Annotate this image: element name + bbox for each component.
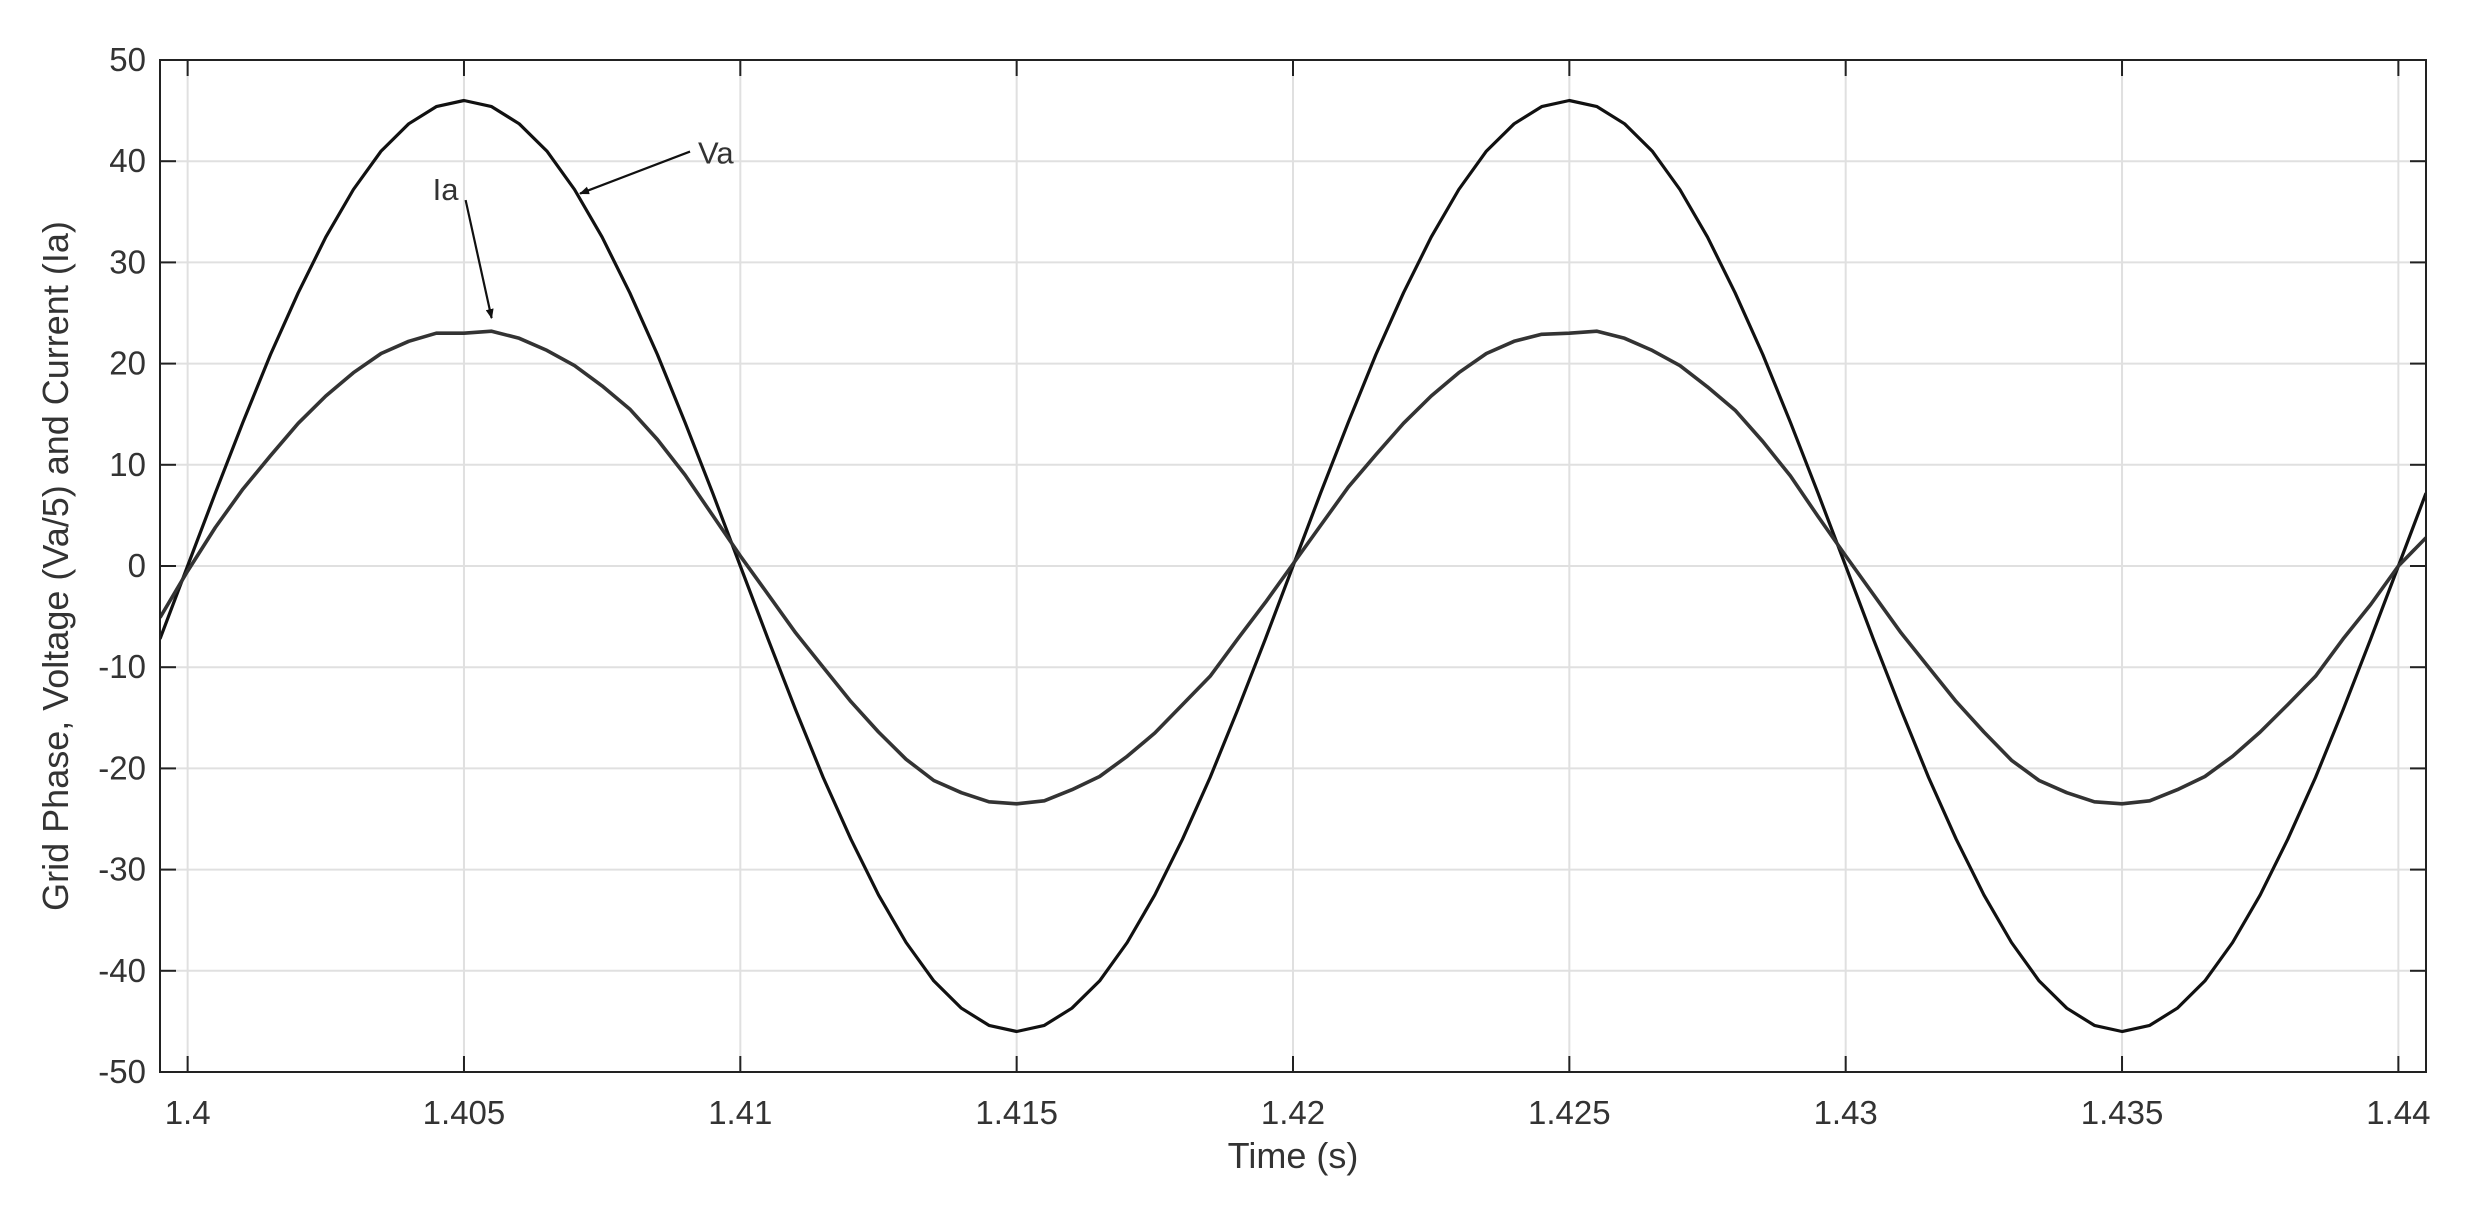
x-tick-labels: 1.4 1.405 1.41 1.415 1.42 1.425 1.43 1.435 1.44 — [165, 1094, 2431, 1131]
series-layer — [160, 98, 2426, 1034]
x-tick-label: 1.435 — [2081, 1094, 2164, 1131]
y-tick-label: 10 — [109, 446, 146, 483]
y-tick-label: -20 — [98, 749, 146, 786]
y-tick-label: 20 — [109, 345, 146, 382]
y-tick-label: -30 — [98, 851, 146, 888]
annotation-label-va: Va — [698, 136, 734, 171]
y-tick-label: -40 — [98, 952, 146, 989]
annotation-arrow-ia — [464, 199, 494, 320]
x-tick-label: 1.42 — [1261, 1094, 1325, 1131]
y-tick-label: 30 — [109, 243, 146, 280]
annotation-arrow-va — [579, 150, 691, 195]
y-tick-labels: -50 -40 -30 -20 -10 0 10 20 30 40 50 — [98, 41, 146, 1090]
x-tick-label: 1.41 — [708, 1094, 772, 1131]
y-tick-label: 0 — [128, 547, 146, 584]
y-tick-label: -10 — [98, 648, 146, 685]
y-tick-label: 50 — [109, 41, 146, 78]
y-axis-label: Grid Phase, Voltage (Va/5) and Current (… — [35, 221, 76, 911]
x-tick-label: 1.405 — [423, 1094, 506, 1131]
y-tick-label: -50 — [98, 1053, 146, 1090]
y-tick-label: 40 — [109, 142, 146, 179]
annotation-label-ia: Ia — [433, 172, 460, 207]
x-tick-label: 1.415 — [975, 1094, 1058, 1131]
x-tick-label: 1.43 — [1814, 1094, 1878, 1131]
x-tick-label: 1.425 — [1528, 1094, 1611, 1131]
x-axis-label: Time (s) — [1228, 1135, 1359, 1176]
tick-marks — [160, 59, 2426, 1073]
x-tick-label: 1.4 — [165, 1094, 211, 1131]
x-tick-label: 1.44 — [2366, 1094, 2430, 1131]
series-line-ia — [160, 329, 2426, 806]
annotations: Va Ia — [433, 136, 734, 320]
